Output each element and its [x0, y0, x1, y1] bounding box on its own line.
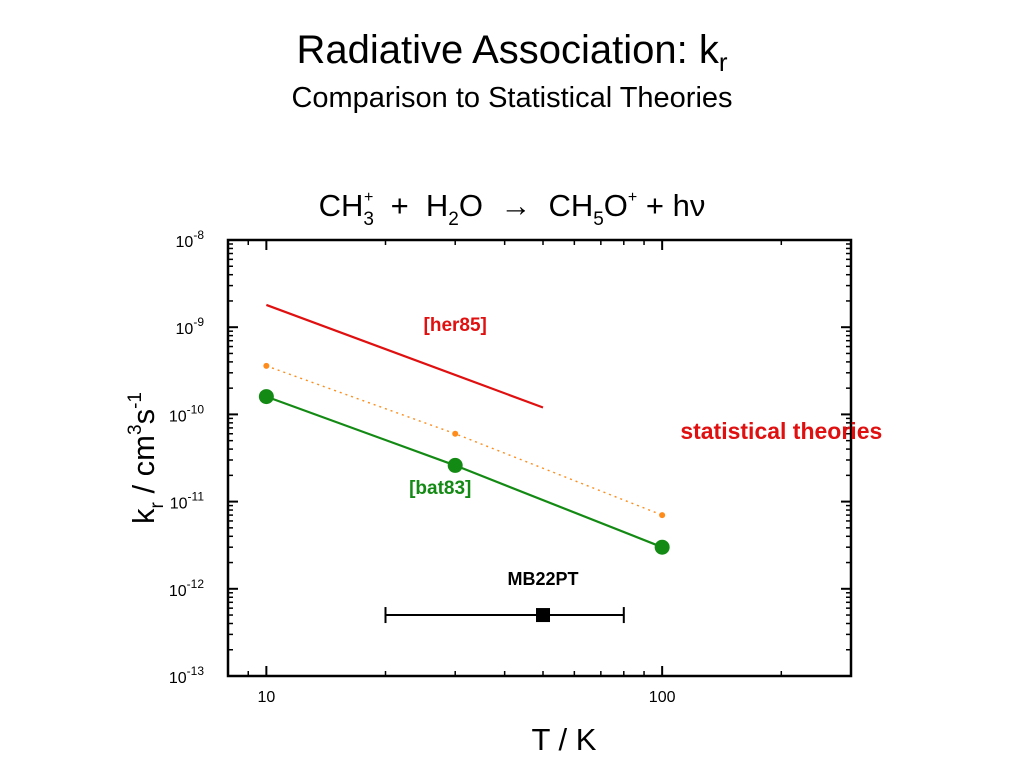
chart-annotations: [her85] statistical theories [bat83] MB22PT: [409, 315, 882, 589]
series-line: [265, 303, 544, 409]
data-point: [447, 457, 463, 473]
annotation-label: [bat83]: [409, 478, 471, 499]
data-point: [659, 512, 666, 519]
x-axis-label: T / K: [531, 722, 597, 757]
slide-title: Radiative Association: kr: [296, 28, 728, 77]
annotation-label: [her85]: [424, 315, 487, 336]
y-tick-label: 10-12: [169, 577, 204, 600]
y-tick-label: 10-10: [169, 402, 204, 425]
data-point: [263, 362, 270, 369]
series-line: [265, 395, 663, 549]
chart-series: [258, 303, 670, 624]
tick-labels: 10-8 10-9 10-10 10-11 10-12 10-13 10 100: [169, 228, 676, 706]
slide-subtitle: Comparison to Statistical Theories: [291, 82, 733, 114]
series-line: [266, 365, 663, 516]
series-1: [263, 362, 666, 519]
y-tick-label: 10-8: [176, 228, 205, 251]
axis-ticks: [227, 239, 852, 677]
y-axis-label: kr / cm3s-1: [125, 392, 168, 524]
y-tick-label: 10-11: [170, 490, 205, 513]
x-tick-label: 100: [649, 689, 676, 706]
plot-frame: [226, 238, 853, 678]
series-2: [258, 389, 670, 555]
annotation-label: MB22PT: [508, 569, 579, 589]
data-point: [536, 608, 551, 623]
x-tick-label: 10: [257, 689, 275, 706]
y-tick-label: 10-13: [169, 664, 204, 687]
data-point: [654, 539, 670, 555]
series-3: [384, 607, 625, 624]
data-point: [258, 389, 274, 405]
reaction-equation: CH3+ + H2O → CH5O+ + hν: [318, 188, 706, 230]
y-tick-label: 10-9: [176, 315, 205, 338]
annotation-label: statistical theories: [680, 418, 882, 444]
data-point: [452, 430, 459, 437]
series-0: [265, 303, 544, 409]
